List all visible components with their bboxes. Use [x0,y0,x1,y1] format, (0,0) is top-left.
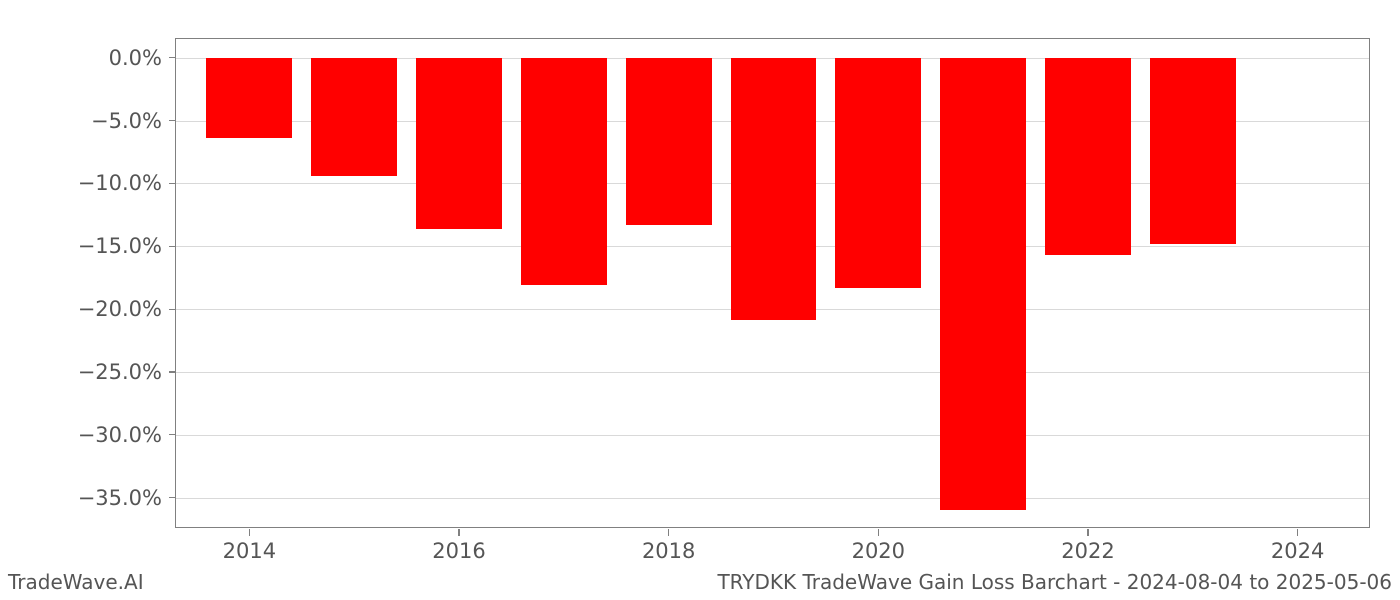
y-tick-mark [169,120,176,121]
y-tick-mark [169,183,176,184]
y-tick-label: −35.0% [78,486,176,510]
y-gridline [176,372,1369,373]
bar [521,58,607,285]
y-tick-mark [169,246,176,247]
y-tick-label: −25.0% [78,360,176,384]
x-tick-mark [458,529,459,536]
y-tick-label: −10.0% [78,171,176,195]
y-gridline [176,435,1369,436]
footer-right-text: TRYDKK TradeWave Gain Loss Barchart - 20… [717,570,1392,594]
y-tick-label: −20.0% [78,297,176,321]
plot-area: 0.0%−5.0%−10.0%−15.0%−20.0%−25.0%−30.0%−… [175,38,1370,528]
bar [206,58,292,138]
y-tick-mark [169,371,176,372]
bar [626,58,712,225]
y-tick-mark [169,57,176,58]
y-tick-mark [169,434,176,435]
x-tick-mark [249,529,250,536]
bar [311,58,397,176]
y-gridline [176,498,1369,499]
y-tick-label: −30.0% [78,423,176,447]
chart-container: 0.0% −5.0% −10.0% −15.0% −20.0% −25.0% −30.0% −… [0,0,1400,600]
x-tick-mark [1297,529,1298,536]
x-tick-mark [668,529,669,536]
bar [1150,58,1236,244]
y-tick-mark [169,497,176,498]
x-tick-mark [878,529,879,536]
bar [835,58,921,288]
bar [731,58,817,321]
y-tick-label: 0.0% [109,46,176,70]
y-tick-mark [169,309,176,310]
y-tick-label: −5.0% [91,109,176,133]
x-tick-mark [1087,529,1088,536]
bar [940,58,1026,510]
bar [1045,58,1131,255]
footer-left-text: TradeWave.AI [8,570,144,594]
bar [416,58,502,229]
y-tick-label: −15.0% [78,234,176,258]
